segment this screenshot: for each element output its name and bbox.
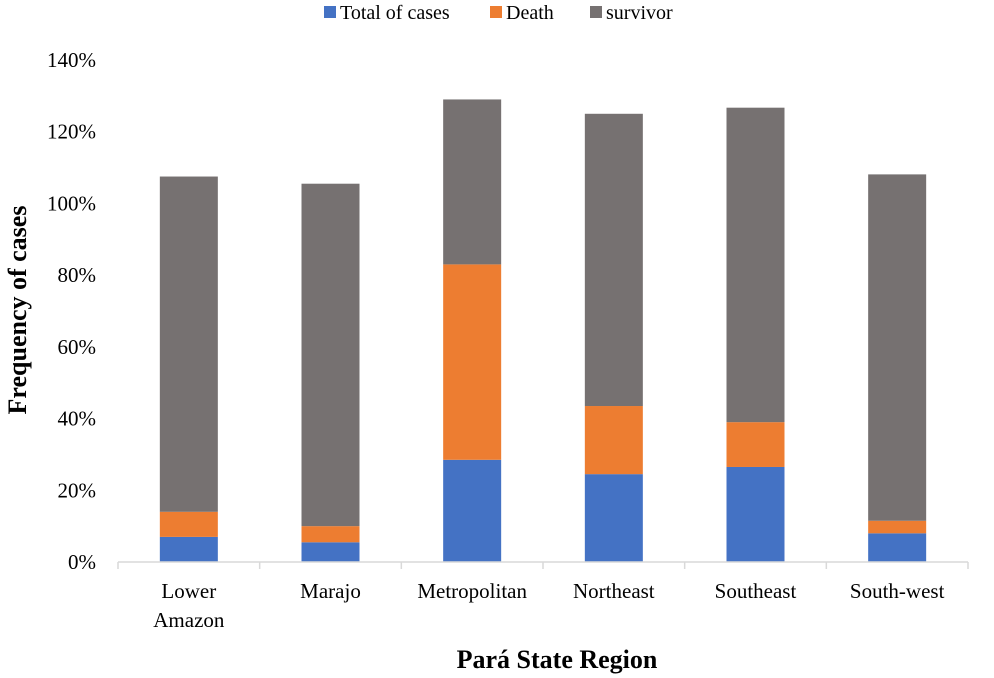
- bar-segment: [159, 536, 218, 562]
- y-tick-label: 140%: [47, 48, 96, 72]
- bar-segment: [584, 406, 643, 475]
- legend-item: Total of cases: [324, 2, 450, 24]
- bar-segment: [726, 107, 785, 423]
- bar-segment: [301, 542, 360, 562]
- x-axis-labels: Lower Amazon Marajo Metropolitan Northeast So…: [153, 579, 944, 632]
- x-axis-title: Pará State Region: [457, 645, 658, 674]
- x-tick-label: Metropolitan: [417, 579, 527, 603]
- x-tick-label: Lower Amazon: [153, 579, 225, 632]
- bar-segment: [443, 264, 502, 460]
- bar-segment: [443, 99, 502, 265]
- legend-label: Total of cases: [340, 2, 450, 24]
- y-tick-label: 0%: [68, 550, 96, 574]
- x-tick-label: South-west: [850, 579, 945, 603]
- legend-swatch: [590, 6, 602, 18]
- bars: [159, 99, 927, 562]
- legend-swatch: [490, 6, 502, 18]
- bar-segment: [301, 526, 360, 543]
- y-tick-label: 120%: [47, 120, 96, 144]
- bar-segment: [726, 466, 785, 562]
- y-tick-label: 60%: [58, 335, 97, 359]
- x-tick-label: Northeast: [573, 579, 655, 603]
- bar-segment: [726, 422, 785, 467]
- legend: Total of cases Death survivor: [324, 2, 673, 24]
- bar-segment: [584, 113, 643, 407]
- legend-label: survivor: [606, 2, 673, 24]
- bar-segment: [584, 474, 643, 562]
- bar-segment: [301, 183, 360, 527]
- legend-item: survivor: [590, 2, 673, 24]
- bar-segment: [159, 511, 218, 537]
- legend-item: Death: [490, 2, 554, 24]
- x-tick-label: Southeast: [715, 579, 797, 603]
- y-tick-label: 80%: [58, 263, 97, 287]
- bar-segment: [443, 459, 502, 562]
- bar-segment: [868, 174, 927, 521]
- y-axis-title: Frequency of cases: [3, 206, 32, 415]
- legend-label: Death: [506, 2, 554, 24]
- y-tick-label: 20%: [58, 478, 97, 502]
- x-axis-ticks: [117, 562, 969, 569]
- legend-swatch: [324, 6, 336, 18]
- y-axis-ticks: 0% 20% 40% 60% 80% 100% 120% 140%: [47, 48, 96, 574]
- bar-segment: [159, 176, 218, 512]
- bar-segment: [868, 533, 927, 562]
- bar-segment: [868, 520, 927, 534]
- y-tick-label: 40%: [58, 407, 97, 431]
- x-tick-label: Marajo: [300, 579, 361, 603]
- y-tick-label: 100%: [47, 191, 96, 215]
